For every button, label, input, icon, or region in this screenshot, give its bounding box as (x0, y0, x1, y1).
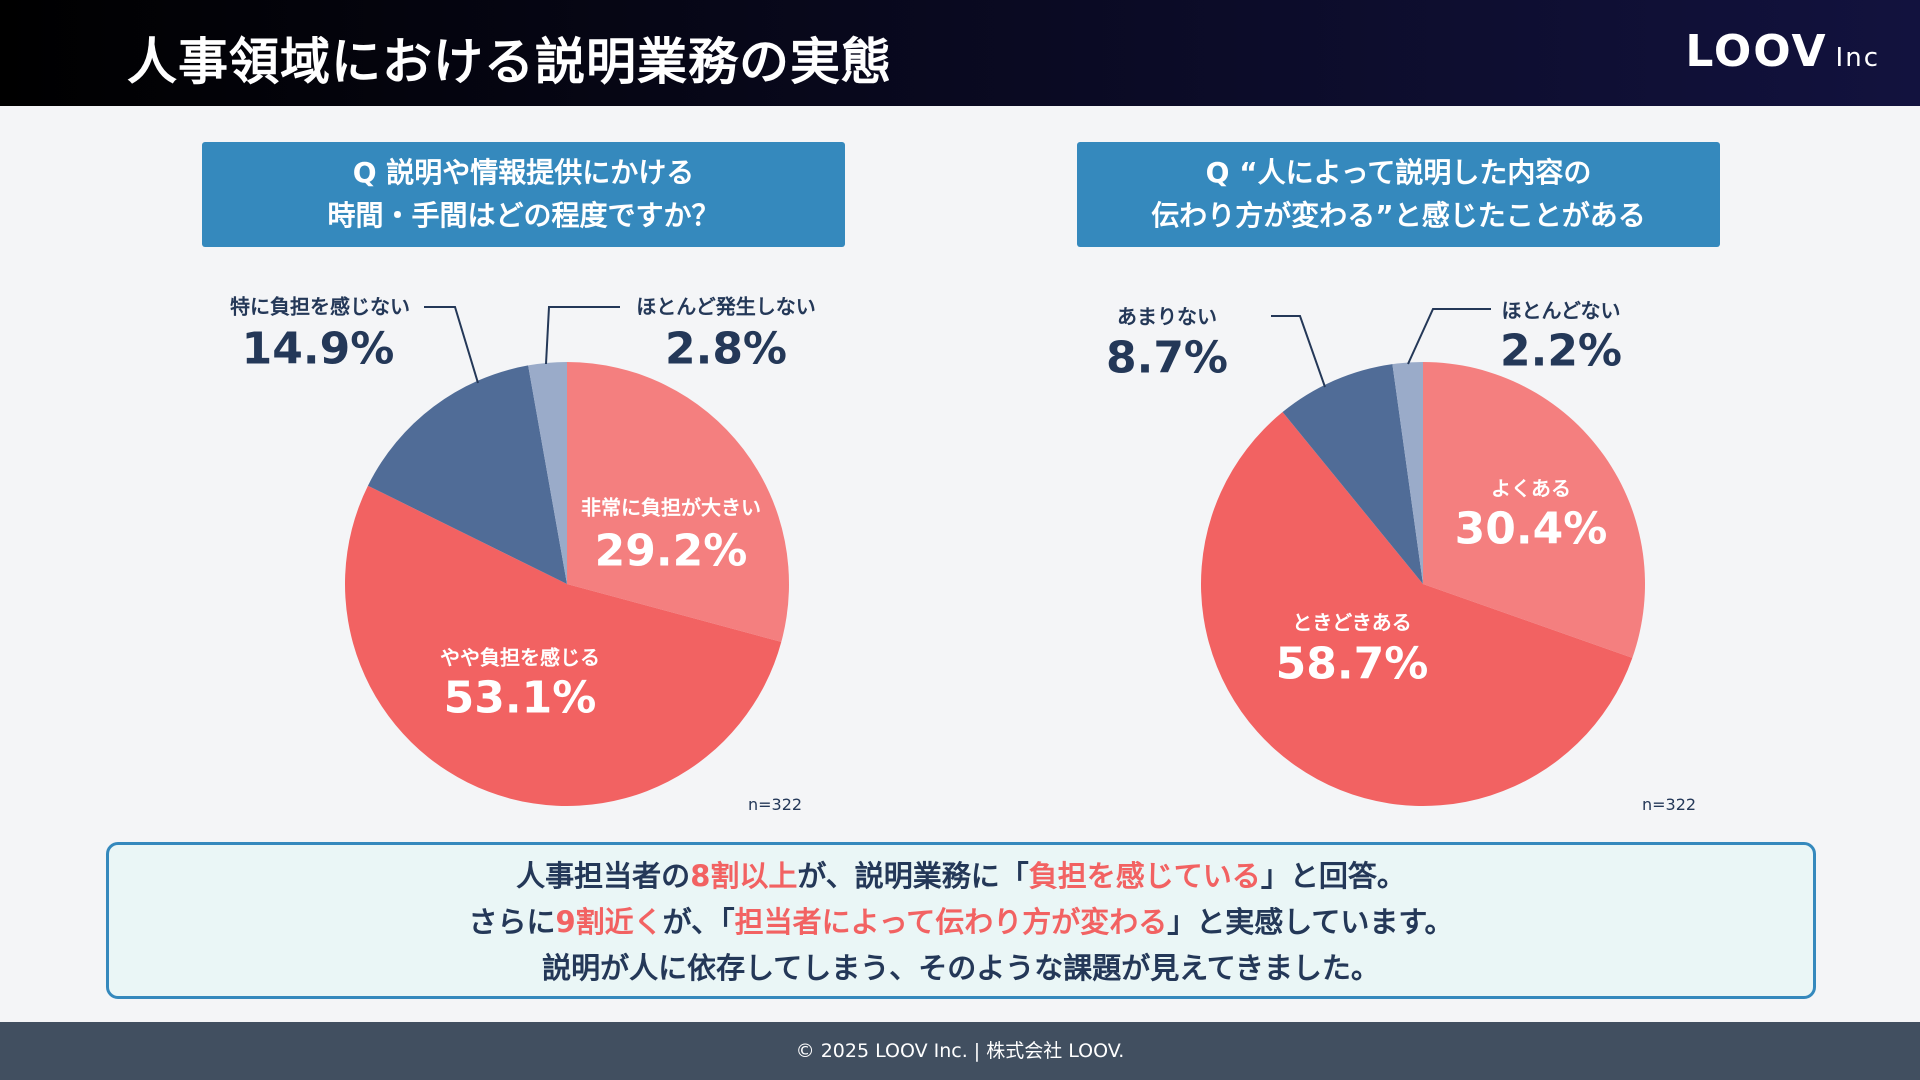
summary-box: 人事担当者の8割以上が、説明業務に「負担を感じている」と回答。 さらに9割近くが… (106, 842, 1816, 999)
pie-chart-2 (1201, 362, 1645, 806)
question-box-1: Q 説明や情報提供にかける 時間・手間はどの程度ですか？ (202, 142, 845, 247)
pie-slice (1201, 412, 1633, 806)
slice-value: 2.8% (664, 323, 788, 375)
text: 」と実感しています。 (1167, 905, 1454, 939)
page-title: 人事領域における説明業務の実態 (127, 33, 892, 91)
pie-slice (567, 362, 789, 642)
question-2-line-2: 伝わり方が変わる”と感じたことがある (1151, 199, 1646, 232)
summary-line-2: さらに9割近くが、「担当者によって伝わり方が変わる」と実感しています。 (109, 899, 1813, 945)
logo-main: LOOV (1685, 26, 1828, 77)
logo-sub: Inc (1835, 43, 1880, 73)
pie-slice (1282, 364, 1423, 584)
loov-logo: LOOV Inc (1685, 26, 1880, 77)
slice-value: 58.7% (1275, 638, 1429, 690)
slice-value: 2.2% (1499, 325, 1623, 377)
leader-line-no-burden (424, 306, 479, 384)
header-bar: 人事領域における説明業務の実態 LOOV Inc (0, 0, 1920, 106)
pie-slice (1392, 362, 1423, 584)
highlight: 8割以上 (690, 859, 798, 893)
highlight: 担当者によって伝わり方が変わる (734, 905, 1168, 939)
summary-line-1: 人事担当者の8割以上が、説明業務に「負担を感じている」と回答。 (109, 853, 1813, 899)
slice-label: ときどきある (1292, 610, 1412, 635)
pie-slice (528, 362, 567, 584)
pie-slice (344, 485, 782, 807)
pie-slice (1423, 362, 1645, 658)
question-box-2: Q “人によって説明した内容の 伝わり方が変わる”と感じたことがある (1077, 142, 1720, 247)
slice-label: ほとんどない (1501, 298, 1621, 323)
slice-label: やや負担を感じる (440, 645, 600, 670)
leader-line-rarely (1271, 315, 1326, 388)
slice-label: 特に負担を感じない (230, 294, 410, 319)
summary-line-3: 説明が人に依存してしまう、そのような課題が見えてきました。 (542, 951, 1380, 985)
highlight: 負担を感じている (1028, 859, 1261, 893)
question-1-line-2: 時間・手間はどの程度ですか？ (327, 199, 720, 232)
pie-slice (367, 365, 567, 584)
slice-value: 8.7% (1105, 332, 1229, 384)
slice-value: 53.1% (443, 672, 597, 724)
sample-size-2: n=322 (1642, 795, 1697, 814)
slice-value: 14.9% (241, 323, 395, 375)
footer: © 2025 LOOV Inc. | 株式会社 LOOV. (0, 1022, 1920, 1080)
leader-line-rare (545, 306, 620, 365)
slice-label: ほとんど発生しない (636, 294, 816, 319)
text: が、説明業務に「 (797, 859, 1029, 893)
text: 」と回答。 (1260, 859, 1406, 893)
text: が、「 (662, 905, 735, 939)
slice-value: 30.4% (1454, 503, 1608, 555)
leader-line-almost-never (1407, 308, 1491, 365)
slice-label: あまりない (1117, 304, 1217, 329)
highlight: 9割近く (555, 905, 663, 939)
text: 人事担当者の (516, 859, 691, 893)
sample-size-1: n=322 (748, 795, 803, 814)
slice-value: 29.2% (594, 525, 748, 577)
slice-label: 非常に負担が大きい (581, 495, 761, 520)
slice-label: よくある (1491, 476, 1571, 501)
question-2-line-1: Q “人によって説明した内容の (1205, 156, 1592, 189)
text: さらに (468, 905, 556, 939)
pie-chart-1 (344, 362, 789, 807)
question-1-line-1: Q 説明や情報提供にかける (352, 156, 695, 189)
